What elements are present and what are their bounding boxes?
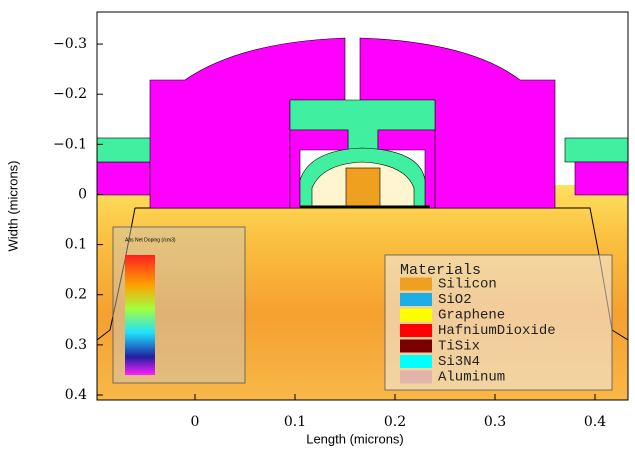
x-tick-label: 0.3: [484, 414, 506, 430]
legend-label: TiSix: [438, 339, 480, 355]
color-bar: [125, 255, 155, 375]
x-tick-label: 0.1: [284, 414, 306, 430]
spacer: [575, 162, 628, 195]
legend-swatch: [400, 371, 432, 384]
y-tick-label: −0.2: [53, 86, 87, 102]
legend-swatch: [400, 293, 432, 306]
y-tick-label: 0.4: [65, 387, 87, 403]
legend-label: Silicon: [438, 277, 497, 293]
nitride: [565, 138, 628, 162]
legend-swatch: [400, 309, 432, 322]
legend-swatch: [400, 340, 432, 353]
x-tick-label: 0: [191, 414, 200, 430]
legend-label: HafniumDioxide: [438, 323, 556, 339]
legend: Materials SiliconSiO2GrapheneHafniumDiox…: [385, 255, 612, 390]
y-tick-label: 0.2: [65, 287, 87, 303]
channel: [346, 168, 380, 206]
legend-swatch: [400, 278, 432, 291]
legend-swatch: [400, 324, 432, 337]
legend-label: Graphene: [438, 308, 505, 324]
legend-label: Si3N4: [438, 354, 480, 370]
x-axis-title: Length (microns): [306, 431, 404, 446]
spacer: [97, 162, 150, 195]
y-tick-label: −0.1: [53, 136, 87, 152]
legend-label: Aluminum: [438, 370, 505, 386]
y-tick-label: 0.3: [65, 337, 87, 353]
y-axis-title: Width (microns): [5, 160, 20, 251]
y-tick-label: 0: [78, 186, 87, 202]
doping-legend: Abs Net Doping (/cm3): [113, 227, 245, 383]
legend-swatch: [400, 355, 432, 368]
x-tick-label: 0.4: [584, 414, 606, 430]
y-tick-label: −0.3: [53, 36, 87, 52]
x-tick-label: 0.2: [384, 414, 406, 430]
legend-label: SiO2: [438, 292, 472, 308]
chart: Abs Net Doping (/cm3) Materials SiliconS…: [0, 0, 635, 454]
doping-legend-title: Abs Net Doping (/cm3): [125, 237, 176, 243]
y-tick-label: 0.1: [65, 237, 87, 253]
